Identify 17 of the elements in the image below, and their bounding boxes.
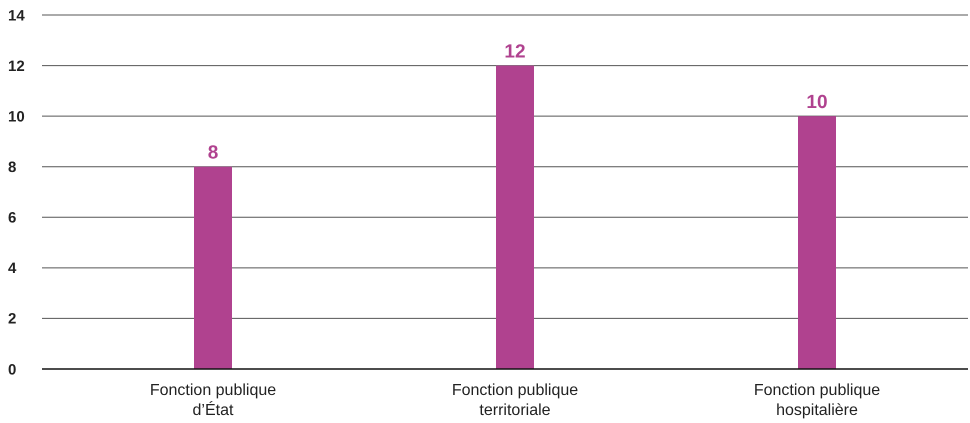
y-tick-label: 0 xyxy=(8,361,16,378)
y-tick-label: 14 xyxy=(8,7,26,24)
data-label: 12 xyxy=(504,42,526,63)
y-tick-label: 10 xyxy=(8,108,25,126)
data-label: 8 xyxy=(208,142,218,164)
y-tick-label: 4 xyxy=(8,260,17,278)
bar xyxy=(194,166,232,369)
y-tick-label: 2 xyxy=(8,310,16,328)
x-tick-label: Fonction publique hospitalière xyxy=(754,382,880,419)
bar xyxy=(798,116,836,369)
y-tick-label: 12 xyxy=(8,58,25,75)
x-tick-label: Fonction publique d’État xyxy=(150,382,276,419)
data-label: 10 xyxy=(806,92,828,114)
y-tick-label: 8 xyxy=(8,158,16,176)
x-tick-label: Fonction publique territoriale xyxy=(452,382,578,419)
bar xyxy=(496,66,534,369)
y-tick-label: 6 xyxy=(8,210,16,227)
